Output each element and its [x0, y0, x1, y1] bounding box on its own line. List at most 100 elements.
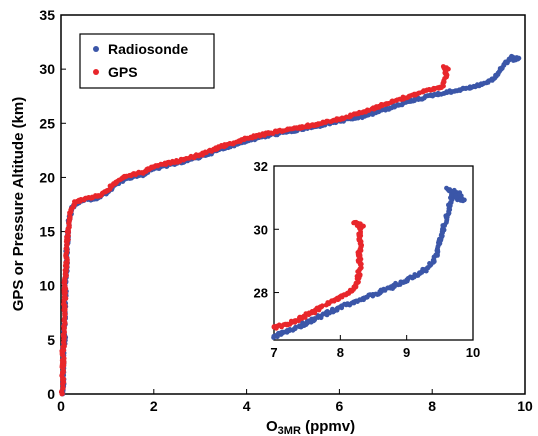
inset-point-gps	[357, 226, 363, 232]
main-point-gps	[63, 261, 69, 267]
main-point-radiosonde	[497, 68, 502, 74]
inset-point-gps	[355, 252, 361, 257]
inset-x-tick-label: 9	[403, 345, 410, 360]
inset-y-tick-label: 28	[254, 286, 268, 301]
main-x-tick-label: 4	[243, 398, 251, 414]
legend: Radiosonde GPS	[79, 33, 215, 89]
inset-point-gps	[356, 271, 362, 276]
main-point-radiosonde	[490, 77, 495, 83]
inset-series-layer	[271, 185, 467, 340]
main-point-gps	[420, 89, 426, 95]
inset-point-gps	[354, 220, 360, 226]
main-axis-ticks: 0 2 4 6 8 10 0 5 10 15 20 25 30 35	[39, 7, 533, 414]
main-point-gps	[443, 73, 449, 78]
inset-point-gps	[344, 291, 350, 297]
inset-axis-ticks: 7 8 9 10 28 30 32	[254, 159, 481, 360]
x-axis-label-main: O	[266, 418, 278, 435]
inset-point-gps	[354, 280, 360, 286]
main-point-gps	[63, 272, 68, 278]
inset-point-gps	[356, 233, 362, 239]
main-point-gps	[62, 294, 68, 299]
main-point-radiosonde	[476, 83, 481, 88]
legend-box	[79, 33, 215, 89]
main-x-tick-label: 8	[428, 398, 436, 414]
inset-point-radiosonde	[377, 290, 383, 295]
inset-point-radiosonde	[298, 323, 303, 329]
inset-point-radiosonde	[324, 310, 330, 316]
main-point-gps	[64, 250, 69, 256]
inset-x-tick-label: 7	[270, 345, 277, 360]
inset-point-radiosonde	[427, 263, 433, 269]
inset-y-tick-label: 30	[254, 222, 268, 237]
inset-point-gps	[278, 323, 283, 329]
main-point-gps	[114, 179, 120, 185]
main-y-tick-label: 0	[47, 386, 55, 402]
inset-point-gps	[361, 223, 366, 229]
inset-point-radiosonde	[444, 185, 449, 191]
main-point-radiosonde	[515, 55, 521, 61]
main-x-tick-label: 6	[336, 398, 344, 414]
main-point-gps	[441, 64, 447, 70]
main-point-gps	[221, 143, 226, 149]
inset-point-radiosonde	[460, 198, 466, 204]
main-point-gps	[290, 126, 296, 132]
main-point-gps	[72, 199, 78, 205]
main-point-gps	[81, 196, 87, 202]
main-point-radiosonde	[406, 99, 412, 104]
main-point-gps	[197, 152, 203, 158]
main-point-gps	[95, 193, 101, 199]
legend-label-gps: GPS	[108, 64, 138, 80]
inset-point-radiosonde	[437, 239, 443, 245]
inset-point-gps	[337, 294, 343, 300]
main-y-tick-label: 30	[39, 61, 55, 77]
inset-point-radiosonde	[417, 271, 423, 276]
inset-point-radiosonde	[391, 283, 396, 289]
inset-y-tick-label: 32	[254, 159, 268, 174]
legend-label-radiosonde: Radiosonde	[108, 41, 188, 57]
x-axis-label-unit: (ppmv)	[301, 418, 355, 435]
main-point-gps	[62, 315, 68, 321]
main-point-gps	[429, 87, 435, 93]
main-point-gps	[61, 326, 67, 332]
main-point-gps	[267, 130, 273, 136]
inset-point-radiosonde	[271, 334, 277, 340]
main-point-gps	[60, 359, 66, 364]
x-axis-label-subscript: 3MR	[278, 425, 301, 436]
main-y-tick-label: 5	[47, 332, 55, 348]
main-y-tick-label: 20	[39, 169, 55, 185]
inset-point-radiosonde	[311, 317, 317, 322]
main-point-gps	[360, 110, 365, 115]
main-point-gps	[244, 136, 250, 141]
main-point-gps	[383, 101, 389, 107]
main-point-radiosonde	[504, 60, 509, 65]
main-point-gps	[151, 164, 157, 170]
inset-point-radiosonde	[450, 188, 456, 194]
legend-marker-radiosonde	[93, 46, 99, 52]
main-point-gps	[174, 158, 180, 164]
main-y-tick-label: 25	[39, 115, 55, 131]
main-point-gps	[61, 305, 67, 310]
inset-point-radiosonde	[454, 195, 459, 201]
inset-point-radiosonde	[293, 324, 298, 330]
main-x-tick-label: 0	[57, 398, 65, 414]
main-series-gps	[58, 64, 451, 397]
main-point-radiosonde	[453, 88, 458, 94]
main-point-gps	[68, 207, 74, 213]
inset-point-gps	[331, 298, 337, 303]
main-point-radiosonde	[383, 106, 389, 112]
inset-x-tick-label: 8	[337, 345, 344, 360]
y-axis-label: GPS or Pressure Altitude (km)	[10, 97, 27, 312]
main-x-tick-label: 10	[517, 398, 533, 414]
main-point-gps	[406, 93, 412, 99]
main-point-radiosonde	[360, 114, 365, 120]
main-point-radiosonde	[429, 92, 435, 98]
inset-point-gps	[351, 287, 356, 292]
inset-point-radiosonde	[284, 328, 290, 333]
main-point-gps	[441, 79, 447, 85]
inset-point-radiosonde	[440, 226, 446, 232]
inset-point-radiosonde	[278, 331, 283, 337]
inset-point-gps	[357, 261, 363, 267]
main-point-gps	[66, 218, 72, 224]
inset-point-gps	[351, 220, 356, 226]
